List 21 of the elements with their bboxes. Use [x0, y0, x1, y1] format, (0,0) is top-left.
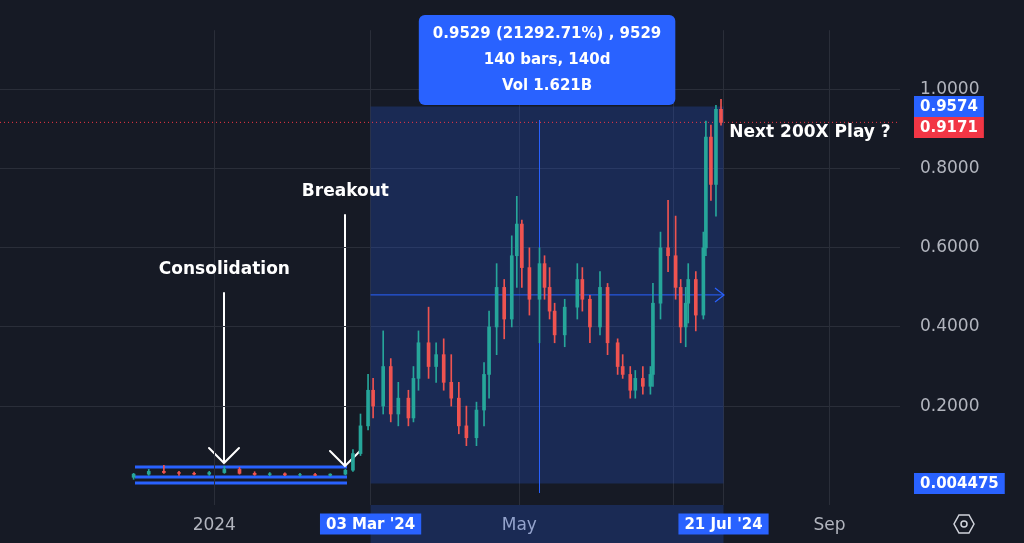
- y-tick-label: 0.6000: [920, 236, 980, 257]
- x-tick-label: May: [501, 513, 537, 534]
- y-tick-label: 0.004475: [920, 474, 999, 493]
- x-tick-label: 2024: [192, 513, 236, 534]
- annotation: 0.9529 (21292.71%) , 9529: [432, 23, 662, 42]
- candlestick: [162, 465, 166, 474]
- y-tick-label: 0.4000: [920, 315, 980, 336]
- annotation: Vol 1.621B: [501, 75, 593, 94]
- annotation: 140 bars, 140d: [483, 49, 611, 68]
- y-tick-label: 0.8000: [920, 157, 980, 178]
- y-tick-label: 1.0000: [920, 77, 980, 98]
- y-tick-label: 0.9574: [920, 97, 978, 116]
- annotation: Consolidation: [158, 258, 290, 279]
- ref-line-label: 0.9171: [920, 118, 978, 137]
- y-tick-label: 0.2000: [920, 394, 980, 415]
- x-tick-label: 03 Mar '24: [325, 514, 416, 533]
- x-tick-label: Sep: [813, 513, 846, 534]
- annotation: Next 200X Play ?: [729, 121, 891, 142]
- annotation: Breakout: [301, 180, 389, 201]
- candlestick: [666, 200, 670, 272]
- x-tick-label: 21 Jul '24: [684, 514, 763, 533]
